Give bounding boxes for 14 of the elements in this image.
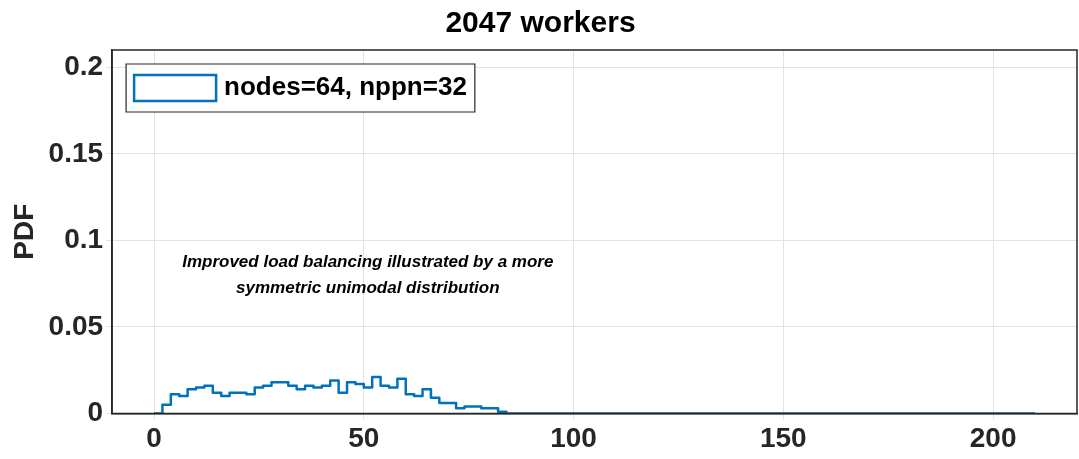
x-tick-label: 150 bbox=[759, 421, 807, 453]
x-tick-label: 200 bbox=[969, 421, 1017, 453]
annotation: Improved load balancing illustrated by a more symmetric unimodal distribution bbox=[182, 252, 554, 297]
x-tick-label: 0 bbox=[146, 421, 162, 453]
y-tick-label: 0.1 bbox=[64, 223, 104, 255]
y-tick-label: 0 bbox=[87, 396, 104, 428]
y-tick-label: 0.05 bbox=[48, 309, 104, 341]
x-tick-label: 50 bbox=[348, 421, 380, 453]
chart-title: 2047 workers bbox=[445, 5, 636, 39]
y-tick-label: 0.2 bbox=[64, 50, 104, 82]
y-tick-label: 0.15 bbox=[48, 136, 104, 168]
legend-label: nodes=64, nppn=32 bbox=[224, 71, 467, 102]
y-axis-title: PDF bbox=[7, 203, 39, 260]
x-tick-label: 100 bbox=[550, 421, 597, 453]
